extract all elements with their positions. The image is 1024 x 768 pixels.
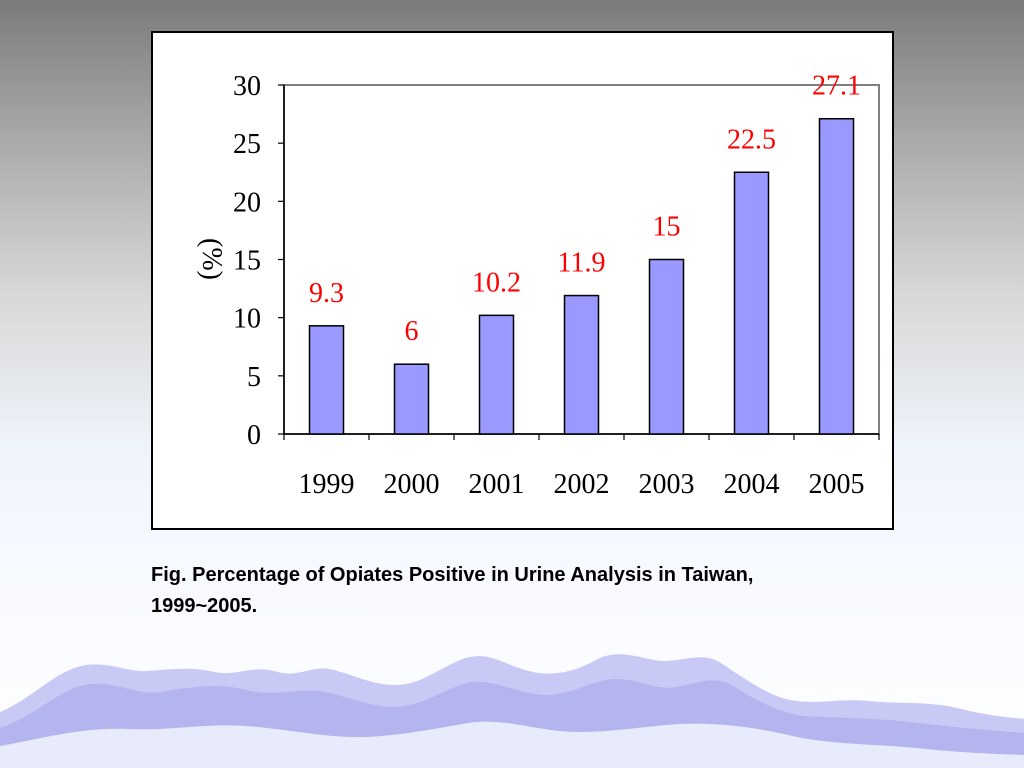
data-label-2004: 22.5	[727, 124, 776, 155]
x-tick-label-2003: 2003	[639, 469, 695, 500]
y-axis-label: (%)	[196, 238, 227, 280]
bar-2001	[478, 314, 515, 435]
data-label-2003: 15	[653, 212, 681, 243]
y-tick-label: 20	[233, 187, 261, 218]
chart-frame: 0 5 10 15 20 25 30 (%) 9.3 1999 6 2000 10.2 2001 11.9 2…	[151, 31, 894, 530]
bar-2003	[648, 258, 685, 435]
x-tick-label-2000: 2000	[384, 469, 440, 500]
bar-2005	[818, 117, 855, 435]
y-tick-label: 5	[247, 362, 261, 393]
data-label-1999: 9.3	[309, 278, 344, 309]
y-tick-label: 15	[233, 246, 261, 277]
bar-2002	[563, 294, 600, 435]
bar-2000	[393, 363, 430, 435]
x-tick-label-2004: 2004	[724, 469, 780, 500]
x-tick-label-1999: 1999	[299, 469, 355, 500]
data-label-2005: 27.1	[812, 71, 861, 102]
data-label-2001: 10.2	[472, 267, 521, 298]
bar-1999	[308, 325, 345, 435]
x-tick-label-2005: 2005	[809, 469, 865, 500]
y-tick-label: 30	[233, 71, 261, 102]
y-tick-label: 0	[247, 420, 261, 451]
data-label-2000: 6	[405, 316, 419, 347]
y-tick-label: 25	[233, 129, 261, 160]
opiates-bar-chart: 0 5 10 15 20 25 30 (%) 9.3 1999 6 2000 10.2 2001 11.9 2…	[196, 71, 880, 500]
figure-caption: Fig. Percentage of Opiates Positive in U…	[151, 564, 754, 617]
data-label-2002: 11.9	[558, 248, 606, 279]
x-tick-label-2001: 2001	[469, 469, 525, 500]
x-tick-label-2002: 2002	[554, 469, 610, 500]
mountain-backdrop	[0, 654, 1024, 768]
y-tick-label: 10	[233, 304, 261, 335]
bar-2004	[733, 171, 770, 435]
